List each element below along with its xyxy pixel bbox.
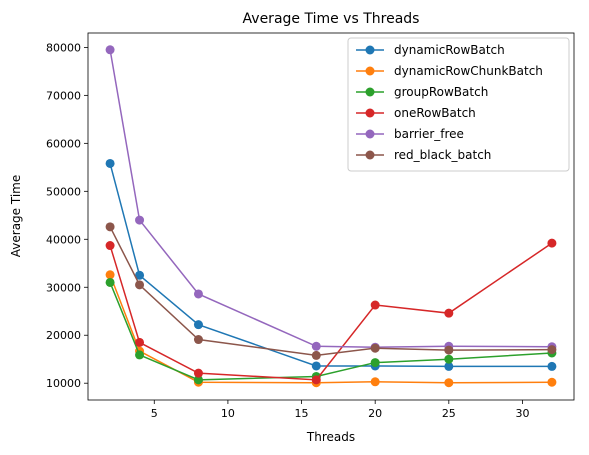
data-point <box>105 270 115 280</box>
x-axis-label: Threads <box>306 430 355 444</box>
legend-label: red_black_batch <box>394 148 491 162</box>
data-point <box>547 361 557 371</box>
data-point <box>193 375 203 385</box>
legend-label: dynamicRowBatch <box>394 43 505 57</box>
series-red_black_batch <box>105 222 557 360</box>
plot-area <box>105 45 557 388</box>
legend: dynamicRowBatch dynamicRowChunkBatch group… <box>347 37 570 172</box>
data-point <box>444 378 454 388</box>
series-dynamicRowBatch <box>105 158 557 371</box>
x-tick-label: 15 <box>295 407 309 420</box>
legend-marker <box>365 45 375 55</box>
data-point <box>105 158 115 168</box>
legend-item: groupRowBatch <box>356 85 488 99</box>
y-tick-label: 30000 <box>46 281 81 294</box>
data-point <box>444 308 454 318</box>
data-point <box>193 320 203 330</box>
series-groupRowBatch <box>105 277 557 385</box>
data-point <box>311 341 321 351</box>
data-point <box>547 345 557 355</box>
data-point <box>547 377 557 387</box>
y-tick-label: 20000 <box>46 329 81 342</box>
data-point <box>370 377 380 387</box>
x-tick-label: 20 <box>368 407 382 420</box>
y-axis-label: Average Time <box>9 175 23 257</box>
data-point <box>444 361 454 371</box>
data-point <box>135 337 145 347</box>
legend-label: barrier_free <box>394 127 464 141</box>
y-tick-label: 70000 <box>46 89 81 102</box>
data-point <box>135 280 145 290</box>
x-tick-label: 10 <box>221 407 235 420</box>
data-point <box>135 270 145 280</box>
data-point <box>311 361 321 371</box>
data-point <box>135 215 145 225</box>
data-point <box>370 358 380 368</box>
series-oneRowBatch <box>105 238 557 385</box>
y-tick-label: 50000 <box>46 185 81 198</box>
data-point <box>105 222 115 232</box>
x-tick-label: 30 <box>515 407 529 420</box>
legend-label: oneRowBatch <box>394 106 476 120</box>
data-point <box>370 343 380 353</box>
y-tick-label: 40000 <box>46 233 81 246</box>
legend-item: barrier_free <box>356 127 464 141</box>
data-point <box>547 238 557 248</box>
series-line <box>109 226 552 357</box>
legend-item: dynamicRowChunkBatch <box>356 64 543 78</box>
data-point <box>193 289 203 299</box>
data-point <box>105 277 115 287</box>
data-point <box>105 241 115 251</box>
y-axis: 10000 20000 30000 40000 50000 60000 70000 80000 <box>46 41 88 390</box>
data-point <box>135 350 145 360</box>
legend-item: dynamicRowBatch <box>356 43 505 57</box>
chart-title: Average Time vs Threads <box>243 11 420 27</box>
x-tick-label: 5 <box>151 407 158 420</box>
x-tick-label: 25 <box>442 407 456 420</box>
legend-label: groupRowBatch <box>394 85 488 99</box>
y-tick-label: 60000 <box>46 137 81 150</box>
legend-marker <box>365 150 375 160</box>
data-point <box>311 350 321 360</box>
data-point <box>193 335 203 345</box>
data-point <box>444 354 454 364</box>
legend-item: red_black_batch <box>356 148 491 162</box>
data-point <box>444 345 454 355</box>
legend-item: oneRowBatch <box>356 106 476 120</box>
y-tick-label: 80000 <box>46 41 81 54</box>
legend-box <box>347 37 570 172</box>
data-point <box>311 375 321 385</box>
legend-marker <box>365 87 375 97</box>
series-line <box>109 242 553 381</box>
data-point <box>105 45 115 55</box>
data-point <box>193 368 203 378</box>
legend-marker <box>365 108 375 118</box>
data-point <box>370 300 380 310</box>
x-axis: 5 10 15 20 25 30 <box>151 400 529 420</box>
series-line <box>109 163 552 368</box>
legend-marker <box>365 129 375 139</box>
plot-frame <box>87 32 575 401</box>
legend-marker <box>365 66 375 76</box>
y-tick-label: 10000 <box>46 377 81 390</box>
legend-label: dynamicRowChunkBatch <box>394 64 543 78</box>
